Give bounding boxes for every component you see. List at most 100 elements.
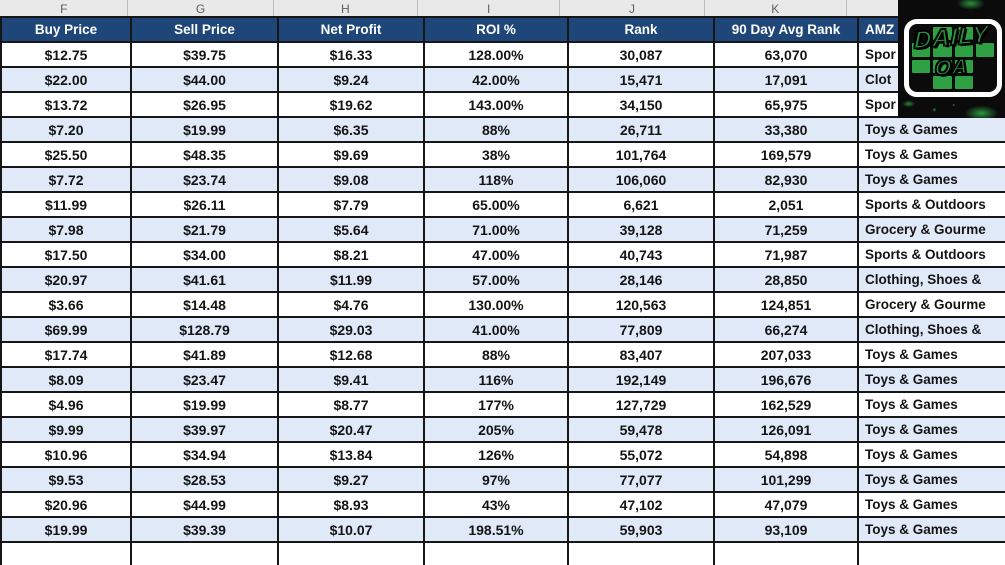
cell[interactable]: 55,072: [567, 441, 715, 468]
cell[interactable]: $48.35: [130, 141, 279, 168]
cell[interactable]: $41.61: [130, 266, 279, 293]
cell[interactable]: [713, 541, 859, 565]
cell[interactable]: $8.09: [0, 366, 132, 393]
cell[interactable]: 63,070: [713, 41, 859, 68]
cell[interactable]: 130.00%: [423, 291, 569, 318]
cell[interactable]: Sports & Outdoors: [857, 191, 1005, 218]
cell[interactable]: $8.93: [277, 491, 425, 518]
cell[interactable]: $4.76: [277, 291, 425, 318]
cell[interactable]: 207,033: [713, 341, 859, 368]
cell[interactable]: $3.66: [0, 291, 132, 318]
cell[interactable]: $26.11: [130, 191, 279, 218]
cell[interactable]: $19.99: [130, 391, 279, 418]
header-buy-price[interactable]: Buy Price: [0, 16, 132, 43]
cell[interactable]: $44.99: [130, 491, 279, 518]
cell[interactable]: $44.00: [130, 66, 279, 93]
cell[interactable]: $39.97: [130, 416, 279, 443]
cell[interactable]: $9.99: [0, 416, 132, 443]
cell[interactable]: $8.77: [277, 391, 425, 418]
cell[interactable]: $7.20: [0, 116, 132, 143]
header-rank[interactable]: Rank: [567, 16, 715, 43]
cell[interactable]: $22.00: [0, 66, 132, 93]
cell[interactable]: $19.99: [130, 116, 279, 143]
cell[interactable]: 198.51%: [423, 516, 569, 543]
cell[interactable]: $28.53: [130, 466, 279, 493]
cell[interactable]: Clothing, Shoes &: [857, 266, 1005, 293]
cell[interactable]: Grocery & Gourme: [857, 291, 1005, 318]
cell[interactable]: $5.64: [277, 216, 425, 243]
cell[interactable]: $9.69: [277, 141, 425, 168]
cell[interactable]: $9.41: [277, 366, 425, 393]
cell[interactable]: Grocery & Gourme: [857, 216, 1005, 243]
cell[interactable]: 196,676: [713, 366, 859, 393]
cell[interactable]: 120,563: [567, 291, 715, 318]
cell[interactable]: $128.79: [130, 316, 279, 343]
cell[interactable]: $20.97: [0, 266, 132, 293]
cell[interactable]: 106,060: [567, 166, 715, 193]
cell[interactable]: Toys & Games: [857, 366, 1005, 393]
column-letter-j[interactable]: J: [560, 0, 705, 16]
cell[interactable]: 143.00%: [423, 91, 569, 118]
cell[interactable]: 33,380: [713, 116, 859, 143]
cell[interactable]: 47,102: [567, 491, 715, 518]
column-letter-i[interactable]: I: [418, 0, 561, 16]
cell[interactable]: 28,146: [567, 266, 715, 293]
cell[interactable]: 71,987: [713, 241, 859, 268]
cell[interactable]: $10.07: [277, 516, 425, 543]
cell[interactable]: $17.50: [0, 241, 132, 268]
column-letter-f[interactable]: F: [0, 0, 129, 16]
cell[interactable]: $13.84: [277, 441, 425, 468]
cell[interactable]: $39.75: [130, 41, 279, 68]
cell[interactable]: 43%: [423, 491, 569, 518]
cell[interactable]: [567, 541, 715, 565]
cell[interactable]: $12.68: [277, 341, 425, 368]
cell[interactable]: $14.48: [130, 291, 279, 318]
cell[interactable]: 83,407: [567, 341, 715, 368]
cell[interactable]: 128.00%: [423, 41, 569, 68]
cell[interactable]: $9.24: [277, 66, 425, 93]
column-letter-h[interactable]: H: [274, 0, 419, 16]
cell[interactable]: $34.94: [130, 441, 279, 468]
cell[interactable]: 77,809: [567, 316, 715, 343]
cell[interactable]: $13.72: [0, 91, 132, 118]
cell[interactable]: $20.96: [0, 491, 132, 518]
cell[interactable]: 65,975: [713, 91, 859, 118]
cell[interactable]: 15,471: [567, 66, 715, 93]
cell[interactable]: 65.00%: [423, 191, 569, 218]
cell[interactable]: $9.27: [277, 466, 425, 493]
cell[interactable]: $34.00: [130, 241, 279, 268]
cell[interactable]: $12.75: [0, 41, 132, 68]
cell[interactable]: 116%: [423, 366, 569, 393]
cell[interactable]: $23.47: [130, 366, 279, 393]
cell[interactable]: Toys & Games: [857, 391, 1005, 418]
cell[interactable]: $39.39: [130, 516, 279, 543]
cell[interactable]: $25.50: [0, 141, 132, 168]
cell[interactable]: $4.96: [0, 391, 132, 418]
cell[interactable]: [423, 541, 569, 565]
cell[interactable]: 66,274: [713, 316, 859, 343]
cell[interactable]: 93,109: [713, 516, 859, 543]
cell[interactable]: 17,091: [713, 66, 859, 93]
cell[interactable]: 57.00%: [423, 266, 569, 293]
cell[interactable]: $7.98: [0, 216, 132, 243]
cell[interactable]: $8.21: [277, 241, 425, 268]
cell[interactable]: $9.08: [277, 166, 425, 193]
cell[interactable]: $23.74: [130, 166, 279, 193]
cell[interactable]: 39,128: [567, 216, 715, 243]
cell[interactable]: 47,079: [713, 491, 859, 518]
cell[interactable]: 101,764: [567, 141, 715, 168]
cell[interactable]: Toys & Games: [857, 341, 1005, 368]
cell[interactable]: 88%: [423, 116, 569, 143]
cell[interactable]: $17.74: [0, 341, 132, 368]
cell[interactable]: $19.62: [277, 91, 425, 118]
cell[interactable]: $9.53: [0, 466, 132, 493]
cell[interactable]: 2,051: [713, 191, 859, 218]
cell[interactable]: 47.00%: [423, 241, 569, 268]
cell[interactable]: $29.03: [277, 316, 425, 343]
cell[interactable]: 6,621: [567, 191, 715, 218]
cell[interactable]: 40,743: [567, 241, 715, 268]
cell[interactable]: 82,930: [713, 166, 859, 193]
cell[interactable]: 126%: [423, 441, 569, 468]
cell[interactable]: Toys & Games: [857, 116, 1005, 143]
cell[interactable]: $16.33: [277, 41, 425, 68]
